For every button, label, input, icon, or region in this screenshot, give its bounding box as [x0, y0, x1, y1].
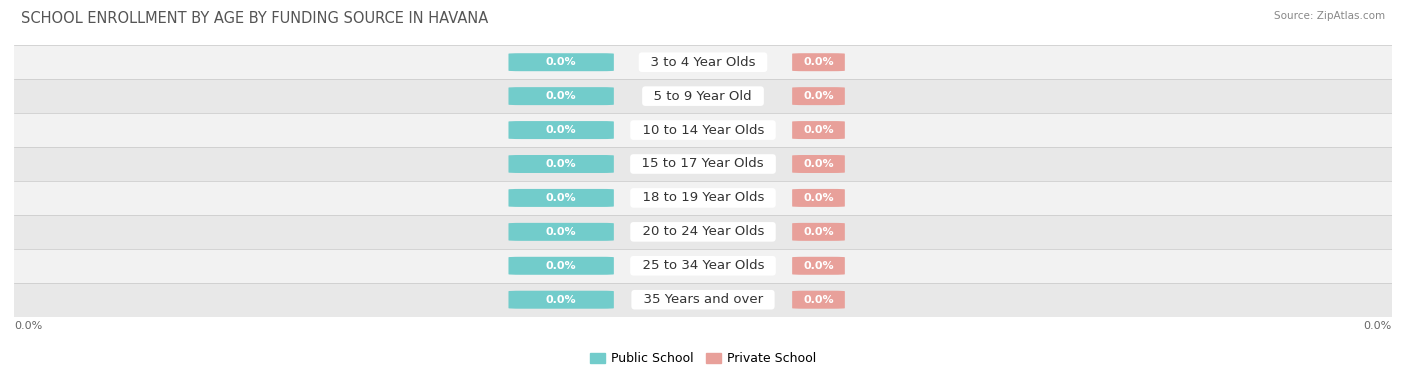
Bar — [14, 113, 1392, 147]
Text: 10 to 14 Year Olds: 10 to 14 Year Olds — [634, 124, 772, 136]
Text: 0.0%: 0.0% — [803, 57, 834, 67]
Bar — [14, 79, 1392, 113]
Text: 18 to 19 Year Olds: 18 to 19 Year Olds — [634, 192, 772, 204]
FancyBboxPatch shape — [792, 189, 845, 207]
FancyBboxPatch shape — [509, 189, 614, 207]
FancyBboxPatch shape — [792, 291, 845, 309]
FancyBboxPatch shape — [509, 291, 614, 309]
Text: 15 to 17 Year Olds: 15 to 17 Year Olds — [634, 158, 772, 170]
FancyBboxPatch shape — [792, 155, 845, 173]
Text: 0.0%: 0.0% — [803, 295, 834, 305]
Bar — [14, 147, 1392, 181]
Bar — [14, 181, 1392, 215]
Text: 0.0%: 0.0% — [803, 227, 834, 237]
Text: 0.0%: 0.0% — [803, 159, 834, 169]
Text: 0.0%: 0.0% — [14, 321, 42, 331]
FancyBboxPatch shape — [509, 87, 614, 105]
Text: 0.0%: 0.0% — [803, 193, 834, 203]
Legend: Public School, Private School: Public School, Private School — [585, 347, 821, 370]
FancyBboxPatch shape — [792, 53, 845, 71]
Text: 5 to 9 Year Old: 5 to 9 Year Old — [645, 90, 761, 103]
Bar — [14, 249, 1392, 283]
FancyBboxPatch shape — [509, 223, 614, 241]
Text: 0.0%: 0.0% — [546, 193, 576, 203]
FancyBboxPatch shape — [509, 121, 614, 139]
Bar — [14, 283, 1392, 317]
FancyBboxPatch shape — [509, 155, 614, 173]
Text: 20 to 24 Year Olds: 20 to 24 Year Olds — [634, 225, 772, 238]
FancyBboxPatch shape — [792, 257, 845, 275]
Text: 0.0%: 0.0% — [546, 57, 576, 67]
Text: 0.0%: 0.0% — [546, 227, 576, 237]
Text: 0.0%: 0.0% — [1364, 321, 1392, 331]
FancyBboxPatch shape — [792, 121, 845, 139]
Text: 0.0%: 0.0% — [803, 125, 834, 135]
Text: 35 Years and over: 35 Years and over — [634, 293, 772, 306]
Text: 3 to 4 Year Olds: 3 to 4 Year Olds — [643, 56, 763, 69]
Bar — [14, 215, 1392, 249]
Text: 0.0%: 0.0% — [803, 91, 834, 101]
Text: 0.0%: 0.0% — [546, 159, 576, 169]
Text: 0.0%: 0.0% — [546, 295, 576, 305]
Text: 0.0%: 0.0% — [803, 261, 834, 271]
FancyBboxPatch shape — [509, 53, 614, 71]
Text: Source: ZipAtlas.com: Source: ZipAtlas.com — [1274, 11, 1385, 21]
Text: 0.0%: 0.0% — [546, 125, 576, 135]
Text: 25 to 34 Year Olds: 25 to 34 Year Olds — [634, 259, 772, 272]
Text: SCHOOL ENROLLMENT BY AGE BY FUNDING SOURCE IN HAVANA: SCHOOL ENROLLMENT BY AGE BY FUNDING SOUR… — [21, 11, 488, 26]
Text: 0.0%: 0.0% — [546, 91, 576, 101]
FancyBboxPatch shape — [509, 257, 614, 275]
Bar — [14, 45, 1392, 79]
Text: 0.0%: 0.0% — [546, 261, 576, 271]
FancyBboxPatch shape — [792, 223, 845, 241]
FancyBboxPatch shape — [792, 87, 845, 105]
